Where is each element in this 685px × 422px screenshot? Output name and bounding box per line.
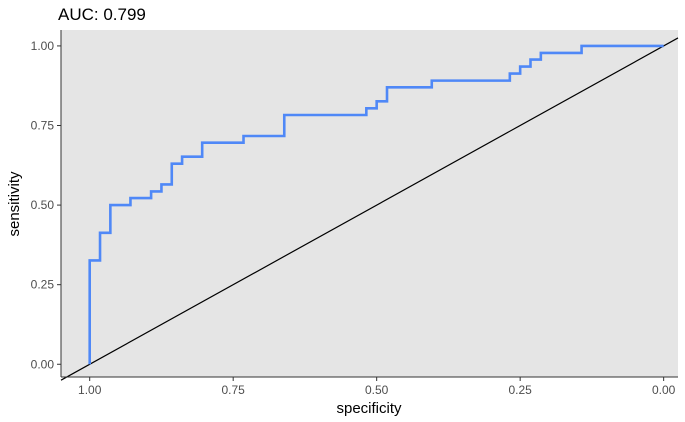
y-tick-label: 0.75	[31, 119, 55, 133]
plot-panel	[61, 30, 678, 377]
y-tick-label: 0.50	[31, 198, 55, 212]
y-tick-label: 0.25	[31, 278, 55, 292]
x-axis-title: specificity	[336, 400, 402, 417]
y-tick-label: 0.00	[31, 357, 55, 371]
reference-diagonal-line	[60, 37, 679, 381]
x-tick-label: 0.25	[508, 383, 532, 397]
x-tick-label: 0.00	[652, 383, 676, 397]
x-tick-label: 0.50	[365, 383, 389, 397]
chart-title: AUC: 0.799	[58, 5, 146, 24]
plot-layer	[60, 37, 679, 381]
x-tick-label: 1.00	[78, 383, 102, 397]
axes-layer: 1.00 0.75 0.50 0.25 0.00 0.00 0.25 0.50 0.75 1.00	[31, 30, 678, 397]
y-tick-label: 1.00	[31, 39, 55, 53]
roc-curve-line	[88, 44, 664, 365]
x-tick-label: 0.75	[222, 383, 246, 397]
y-axis-title: sensitivity	[6, 171, 23, 237]
